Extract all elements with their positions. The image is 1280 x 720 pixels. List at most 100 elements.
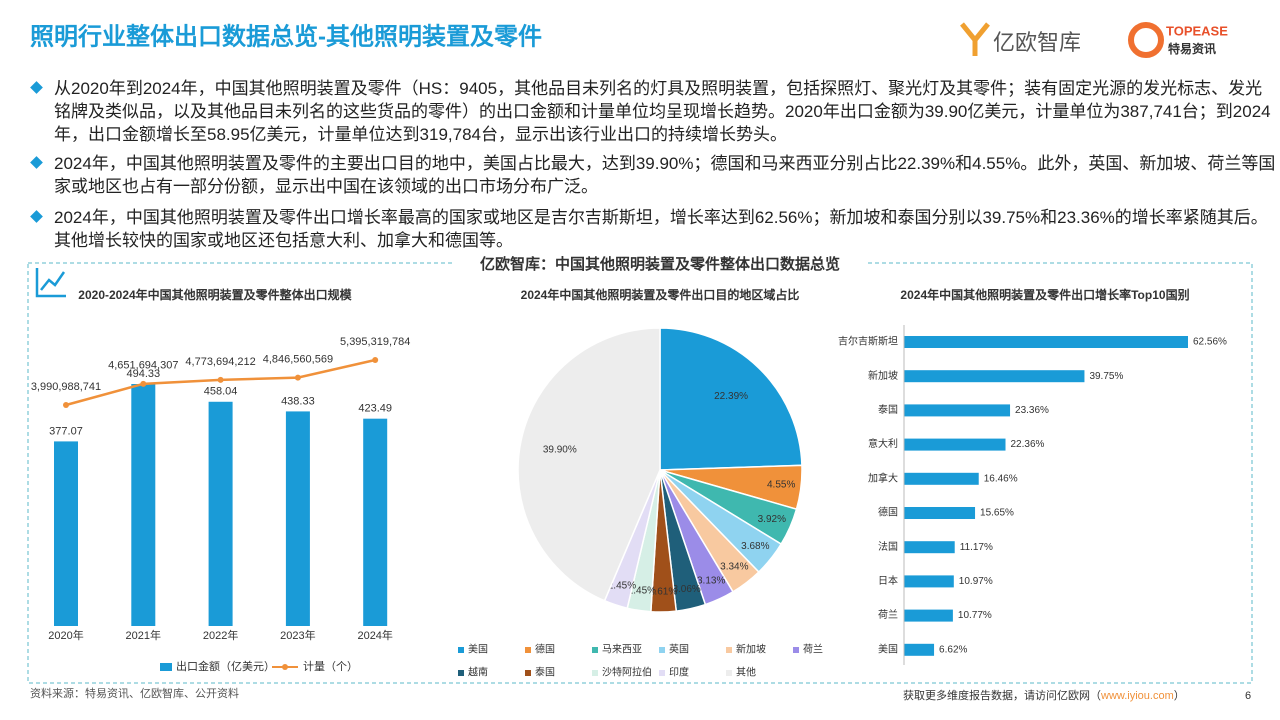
data-label: 3.92%: [758, 514, 786, 525]
data-label: 4.55%: [767, 480, 795, 491]
bullet: 从2020年到2024年，中国其他照明装置及零件（HS：9405，其他品目未列名…: [30, 77, 1279, 146]
bar: [904, 336, 1188, 348]
data-label: 39.90%: [543, 444, 577, 455]
data-label: 6.62%: [939, 644, 967, 655]
bar: [208, 401, 233, 626]
panel-title: 亿欧智库：中国其他照明装置及零件整体出口数据总览: [480, 255, 840, 273]
x-tick-label: 2022年: [203, 628, 238, 642]
legend-label: 印度: [669, 666, 689, 679]
bar: [904, 643, 935, 656]
chart-title: 2020-2024年中国其他照明装置及零件整体出口规模: [78, 287, 352, 302]
y-tick-label: 法国: [878, 540, 898, 553]
data-label: 62.56%: [1193, 337, 1227, 348]
legend-label: 新加坡: [736, 643, 766, 656]
legend-label: 沙特阿拉伯: [602, 666, 652, 679]
bar: [904, 370, 1085, 383]
legend-swatch: [726, 670, 732, 676]
legend-label: 其他: [736, 666, 756, 679]
bar: [54, 441, 78, 626]
data-label: 3.06%: [672, 584, 700, 595]
bar: [904, 438, 1006, 451]
legend-label: 德国: [535, 643, 555, 656]
y-tick-label: 日本: [878, 574, 898, 587]
source: 资料来源：特易资讯、亿欧智库、公开资料: [30, 686, 239, 700]
bar: [904, 404, 1011, 417]
bar: [904, 575, 954, 588]
legend-label: 出口金额（亿美元）: [176, 659, 275, 673]
bullet: 2024年，中国其他照明装置及零件出口增长率最高的国家或地区是吉尔吉斯斯坦，增长…: [30, 206, 1279, 252]
bar: [904, 541, 955, 554]
logo-icon: [1128, 22, 1164, 58]
data-label: 458.04: [204, 386, 238, 398]
line-marker: [217, 376, 224, 383]
data-label: 5,395,319,784: [340, 336, 410, 348]
legend-swatch: [592, 647, 598, 653]
legend-label: 计量（个）: [303, 660, 358, 673]
data-label: 16.46%: [984, 473, 1018, 484]
data-label: 15.65%: [980, 508, 1014, 519]
legend-swatch: [726, 647, 732, 653]
data-label: 377.07: [49, 425, 83, 437]
y-tick-label: 德国: [878, 506, 898, 519]
legend-label: 泰国: [535, 666, 555, 679]
line-marker: [294, 374, 301, 381]
x-tick-label: 2021年: [126, 628, 161, 642]
y-tick-label: 新加坡: [868, 369, 898, 382]
panel-icon: [35, 268, 66, 298]
bar: [363, 418, 388, 626]
data-label: 3.13%: [697, 576, 725, 587]
data-label: 23.36%: [1015, 405, 1049, 416]
footer-suffix: ）: [1174, 689, 1185, 702]
data-label: 4,773,694,212: [185, 356, 255, 368]
chart-title: 2024年中国其他照明装置及零件出口增长率Top10国别: [900, 287, 1189, 302]
chart-title: 2024年中国其他照明装置及零件出口目的地区域占比: [521, 287, 800, 302]
y-tick-label: 吉尔吉斯斯坦: [838, 335, 898, 348]
data-label: 10.77%: [958, 610, 992, 621]
legend-swatch: [458, 647, 464, 653]
x-tick-label: 2020年: [48, 628, 83, 642]
y-tick-label: 加拿大: [868, 471, 898, 484]
legend-swatch: [659, 670, 665, 676]
logo-text: TOPEASE: [1166, 23, 1228, 38]
y-tick-label: 荷兰: [878, 608, 898, 621]
legend-label: 英国: [669, 643, 689, 656]
bullet: 2024年，中国其他照明装置及零件的主要出口目的地中，美国占比最大，达到39.9…: [30, 152, 1279, 198]
legend-label: 越南: [468, 666, 488, 679]
legend-swatch: [458, 670, 464, 676]
logo-icon: [960, 22, 990, 56]
data-label: 22.39%: [714, 391, 748, 402]
y-tick-label: 意大利: [868, 437, 898, 450]
data-label: 3,990,988,741: [31, 381, 101, 393]
x-tick-label: 2024年: [357, 628, 392, 642]
logo-text: 亿欧智库: [993, 30, 1081, 55]
data-label: 4,846,560,569: [263, 353, 333, 365]
legend-label: 荷兰: [803, 643, 823, 656]
legend-label: 马来西亚: [602, 644, 642, 656]
legend-swatch: [160, 663, 172, 671]
y-tick-label: 美国: [878, 642, 898, 655]
legend-swatch: [793, 647, 799, 653]
data-label: 10.97%: [959, 576, 993, 587]
data-label: 2.45%: [628, 585, 656, 596]
data-label: 423.49: [358, 403, 392, 415]
data-label: 22.36%: [1011, 439, 1045, 450]
legend-swatch: [592, 670, 598, 676]
data-label: 2.61%: [649, 587, 677, 598]
footer-text: 获取更多维度报告数据，请访问亿欧网（www.iyiou.com）: [903, 688, 1185, 702]
y-tick-label: 泰国: [878, 403, 898, 416]
footer-link[interactable]: www.iyiou.com: [1100, 690, 1174, 702]
page-title: 照明行业整体出口数据总览-其他照明装置及零件: [30, 22, 542, 50]
bar: [904, 609, 953, 622]
logo-text: 特易资讯: [1168, 41, 1216, 56]
data-label: 494.33: [126, 368, 160, 380]
data-label: 11.17%: [960, 542, 993, 553]
legend-label: 美国: [468, 643, 488, 656]
pie-slice: [659, 327, 803, 471]
legend-swatch: [659, 647, 665, 653]
bar: [131, 384, 156, 626]
data-label: 438.33: [281, 395, 315, 407]
line-marker: [140, 380, 147, 387]
bar: [285, 411, 310, 626]
